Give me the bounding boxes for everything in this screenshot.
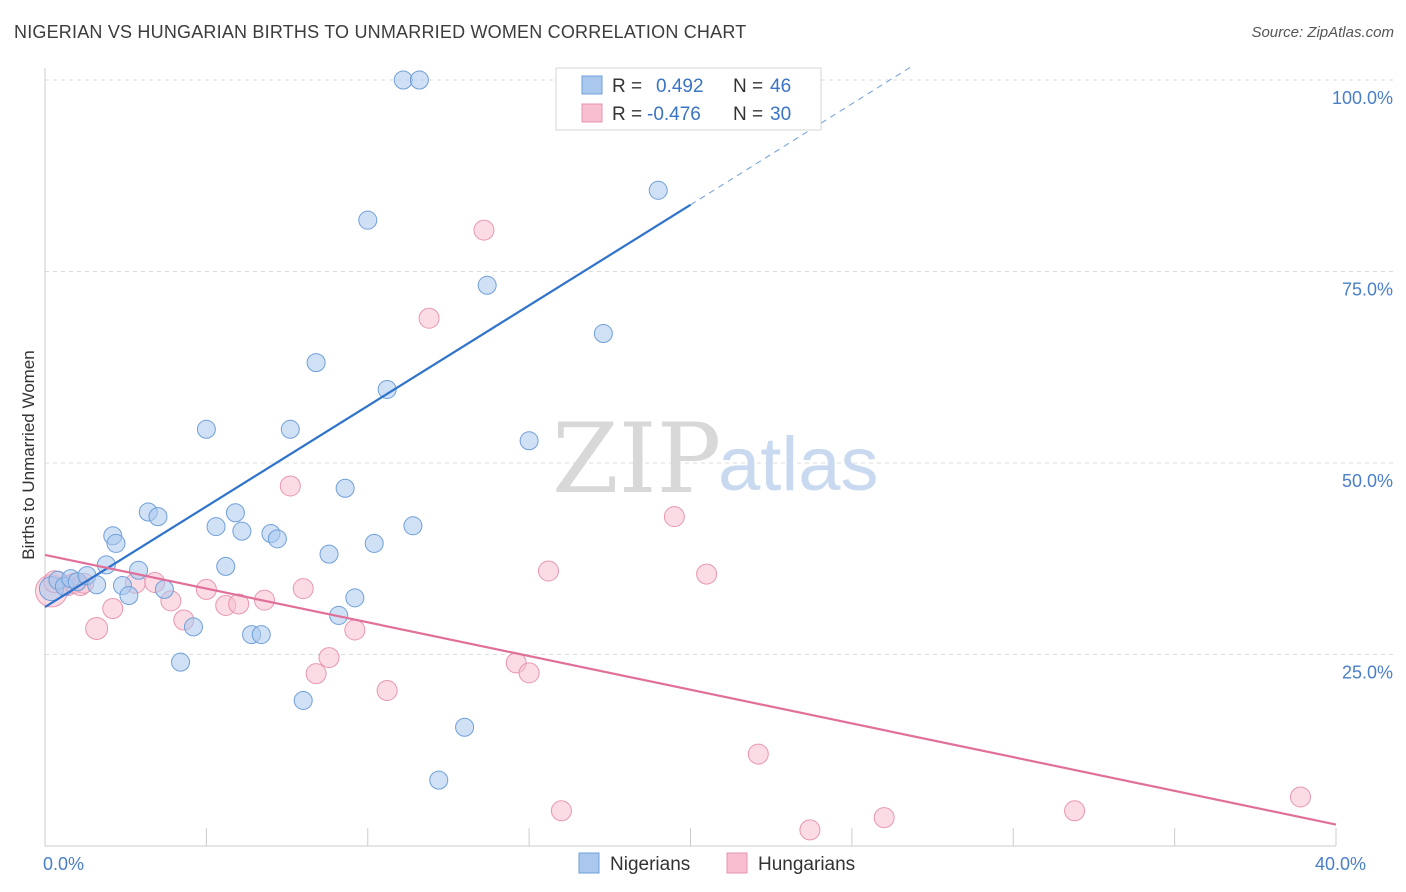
tick-labels: 100.0% 75.0% 50.0% 25.0% 0.0% 40.0% (43, 88, 1393, 874)
legend: Nigerians Hungarians (578, 852, 855, 875)
nigerians-point (154, 579, 174, 599)
stats-box: R = 0.492 N = 46 R = -0.476 N = 30 (555, 67, 822, 131)
grid-lines (45, 79, 1394, 655)
hungarians-point (292, 578, 314, 600)
y-tick-label: 100.0% (1332, 88, 1393, 108)
chart-title: NIGERIAN VS HUNGARIAN BIRTHS TO UNMARRIE… (14, 22, 747, 42)
hungarians-point (228, 593, 250, 615)
nigerians-trend-line (44, 203, 692, 608)
hungarians-point (696, 563, 718, 585)
hungarians-point (550, 800, 572, 822)
nigerians-point (196, 419, 216, 439)
axes (44, 68, 1337, 847)
hungarians-stat-swatch (581, 103, 603, 123)
nigerians-r-value: 0.492 (656, 76, 704, 97)
nigerians-point (335, 478, 355, 498)
hungarians-point (873, 807, 895, 829)
hungarians-point (747, 743, 769, 765)
legend-swatch-hungarians (726, 852, 748, 874)
hungarians-point (799, 819, 821, 841)
nigerians-r-label: R = (612, 76, 642, 97)
hungarians-trend-line (44, 553, 1337, 826)
hungarians-point (102, 598, 124, 620)
hungarians-point (279, 475, 301, 497)
nigerians-point (225, 503, 245, 523)
hungarians-point (305, 663, 327, 685)
nigerians-stat-swatch (581, 75, 603, 95)
x-tick-label: 40.0% (1315, 854, 1366, 874)
hungarians-point (1064, 800, 1086, 822)
nigerians-point (519, 431, 539, 451)
nigerians-point (267, 529, 287, 549)
hungarians-point (1289, 786, 1311, 808)
nigerians-point (293, 690, 313, 710)
nigerians-point (306, 353, 326, 373)
nigerians-point (477, 275, 497, 295)
nigerians-point (358, 210, 378, 230)
nigerians-point (409, 70, 429, 90)
nigerians-point (593, 324, 613, 344)
nigerians-n-label: N = (733, 76, 763, 97)
nigerians-point (183, 617, 203, 637)
chart-source: Source: ZipAtlas.com (1251, 24, 1394, 41)
hungarians-point (518, 662, 540, 684)
nigerians-point (345, 588, 365, 608)
hungarians-n-label: N = (733, 104, 763, 125)
hungarians-point (537, 560, 559, 582)
x-tick-label: 0.0% (43, 854, 84, 874)
hungarians-point (344, 619, 366, 641)
hungarians-points (34, 219, 1311, 841)
nigerians-point (106, 533, 126, 553)
y-tick-label: 25.0% (1342, 663, 1393, 683)
nigerians-point (648, 180, 668, 200)
watermark: ZIP atlas (552, 403, 879, 515)
nigerians-point (148, 507, 168, 527)
nigerians-point (455, 717, 475, 737)
nigerians-point (216, 556, 236, 576)
legend-label-hungarians: Hungarians (758, 854, 855, 875)
nigerians-point (232, 521, 252, 541)
nigerians-point (119, 586, 139, 606)
nigerians-point (251, 625, 271, 645)
hungarians-n-value: 30 (770, 104, 791, 125)
nigerians-point (171, 652, 191, 672)
y-axis-title: Births to Unmarried Women (19, 350, 38, 559)
hungarians-point (473, 219, 495, 241)
watermark-zip: ZIP (552, 403, 721, 515)
hungarians-point (318, 647, 340, 669)
y-tick-label: 50.0% (1342, 471, 1393, 491)
trend-lines (44, 65, 1337, 826)
hungarians-r-label: R = (612, 104, 642, 125)
nigerians-point (393, 70, 413, 90)
nigerians-point (319, 544, 339, 564)
hungarians-r-value: -0.476 (647, 104, 701, 125)
nigerians-point (206, 517, 226, 537)
legend-label-nigerians: Nigerians (610, 854, 690, 875)
nigerians-points (38, 70, 668, 790)
hungarians-point (376, 680, 398, 702)
hungarians-point (85, 616, 109, 640)
nigerians-point (280, 419, 300, 439)
nigerians-point (364, 533, 384, 553)
nigerians-n-value: 46 (770, 76, 791, 97)
nigerians-point (429, 770, 449, 790)
y-tick-label: 75.0% (1342, 280, 1393, 300)
legend-swatch-nigerians (578, 852, 600, 874)
watermark-atlas: atlas (718, 422, 879, 507)
hungarians-point (663, 506, 685, 528)
nigerians-point (403, 516, 423, 536)
hungarians-point (418, 307, 440, 329)
